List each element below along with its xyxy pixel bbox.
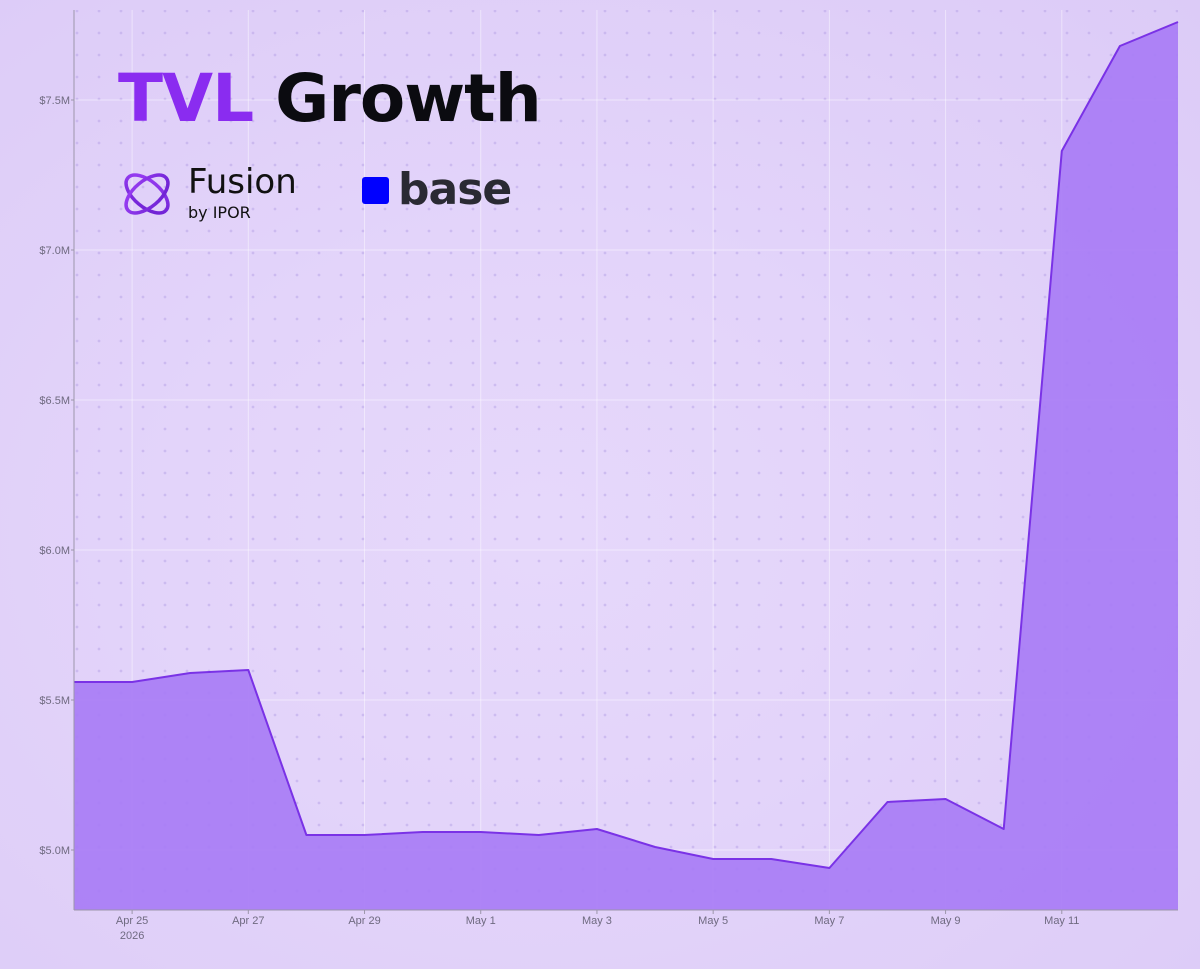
tvl-line: [74, 21, 1179, 869]
axes: [73, 10, 1178, 911]
fusion-name: Fusion: [188, 162, 297, 202]
base-logo: base: [362, 164, 512, 215]
title-accent: TVL: [118, 60, 254, 137]
x-tick-label: May 1: [466, 915, 496, 927]
x-tick-year-label: 2026: [120, 930, 144, 942]
x-tick-label: May 9: [931, 915, 961, 927]
y-tick-label: $7.0M: [39, 245, 70, 257]
base-square-icon: [362, 176, 389, 204]
x-tick-label: Apr 25: [116, 915, 148, 927]
area-layer: [74, 21, 1179, 910]
x-tick-label: Apr 29: [348, 915, 380, 927]
x-tick-label: May 7: [814, 915, 844, 927]
y-axis-ticks: $5.0M $5.5M $6.0M $6.5M $7.0M $7.5M: [39, 95, 74, 857]
base-name: base: [398, 164, 512, 215]
x-tick-label: May 11: [1044, 915, 1079, 927]
chart-title: TVL Growth: [118, 66, 542, 132]
y-tick-label: $6.0M: [39, 545, 70, 557]
tvl-area-fill: [74, 22, 1178, 910]
y-tick-label: $7.5M: [39, 95, 70, 107]
x-tick-label: Apr 27: [232, 915, 264, 927]
fusion-orbit-icon: [124, 173, 170, 215]
x-tick-label: May 5: [698, 915, 728, 927]
x-tick-label: May 3: [582, 915, 612, 927]
fusion-logo: Fusion by IPOR: [118, 165, 297, 223]
y-tick-label: $6.5M: [39, 395, 70, 407]
title-rest: Growth: [275, 60, 542, 137]
y-tick-label: $5.5M: [39, 695, 70, 707]
y-tick-label: $5.0M: [39, 845, 70, 857]
fusion-byline: by IPOR: [188, 203, 251, 222]
x-axis-ticks: Apr 25 2026 Apr 27 Apr 29 May 1 May 3 May 5 May…: [116, 910, 1079, 942]
